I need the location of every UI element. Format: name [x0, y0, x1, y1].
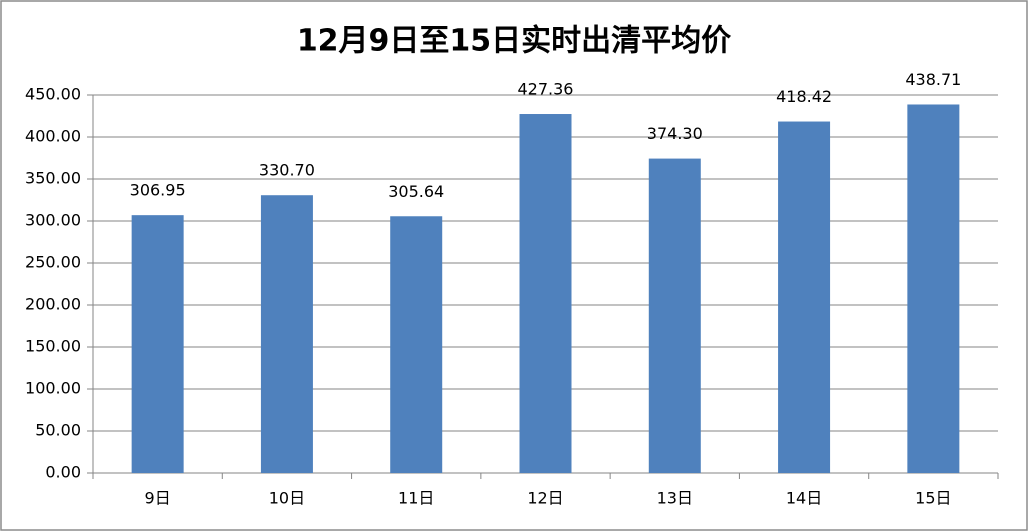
y-tick-label: 250.00: [25, 253, 81, 272]
y-tick-label: 450.00: [25, 85, 81, 104]
x-tick-label: 10日: [269, 489, 305, 508]
y-tick-label: 100.00: [25, 379, 81, 398]
bar: [390, 216, 443, 474]
y-tick-label: 150.00: [25, 337, 81, 356]
data-label: 427.36: [518, 80, 574, 99]
bar: [907, 104, 960, 474]
x-tick-label: 12日: [527, 489, 563, 508]
bar: [778, 121, 831, 474]
x-tick-label: 9日: [145, 489, 171, 508]
data-label: 305.64: [388, 182, 444, 201]
y-tick-label: 350.00: [25, 169, 81, 188]
chart-title: 12月9日至15日实时出清平均价: [297, 24, 731, 59]
y-tick-label: 50.00: [35, 421, 81, 440]
bar: [648, 158, 701, 473]
data-label: 418.42: [776, 87, 832, 106]
data-label: 306.95: [130, 181, 186, 200]
y-tick-label: 0.00: [45, 463, 81, 482]
bar: [519, 114, 572, 473]
data-label: 374.30: [647, 124, 703, 143]
x-tick-label: 11日: [398, 489, 434, 508]
data-label: 330.70: [259, 161, 315, 180]
y-tick-label: 400.00: [25, 127, 81, 146]
y-tick-label: 300.00: [25, 211, 81, 230]
x-tick-label: 15日: [915, 489, 951, 508]
bar: [260, 195, 313, 473]
x-tick-label: 13日: [657, 489, 693, 508]
data-label: 438.71: [905, 70, 961, 89]
x-tick-label: 14日: [786, 489, 822, 508]
bar: [131, 215, 184, 474]
y-tick-label: 200.00: [25, 295, 81, 314]
